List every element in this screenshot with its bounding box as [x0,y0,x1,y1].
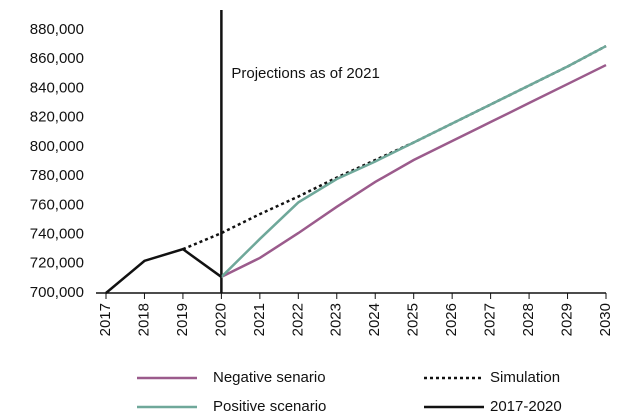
x-tick-label: 2020 [212,303,229,336]
y-tick-label: 760,000 [30,196,84,213]
x-tick-label: 2017 [97,303,114,336]
x-tick-label: 2026 [443,303,460,336]
legend-label: Negative senario [213,369,326,386]
x-tick-label: 2030 [597,303,614,336]
x-tick-label: 2024 [366,303,383,336]
x-tick-label: 2023 [328,303,345,336]
x-tick-label: 2027 [482,303,499,336]
y-tick-label: 720,000 [30,255,84,272]
series-line [220,63,607,279]
legend-label: Positive scenario [213,398,326,415]
x-tick-label: 2025 [405,303,422,336]
x-tick-label: 2028 [520,303,537,336]
legend-label: Simulation [490,369,560,386]
x-tick-label: 2018 [135,303,152,336]
y-tick-label: 780,000 [30,167,84,184]
y-tick-label: 880,000 [30,21,84,38]
x-tick-label: 2019 [174,303,191,336]
y-tick-label: 700,000 [30,284,84,301]
y-tick-label: 860,000 [30,50,84,67]
y-tick-label: 840,000 [30,79,84,96]
y-tick-label: 820,000 [30,109,84,126]
y-tick-label: 740,000 [30,226,84,243]
series-line [105,247,223,294]
x-tick-label: 2022 [289,303,306,336]
legend-label: 2017-2020 [490,398,562,415]
x-tick-label: 2029 [559,303,576,336]
series-line [220,44,607,278]
y-tick-label: 800,000 [30,138,84,155]
x-tick-label: 2021 [251,303,268,336]
annotation: Projections as of 2021 [231,65,379,82]
